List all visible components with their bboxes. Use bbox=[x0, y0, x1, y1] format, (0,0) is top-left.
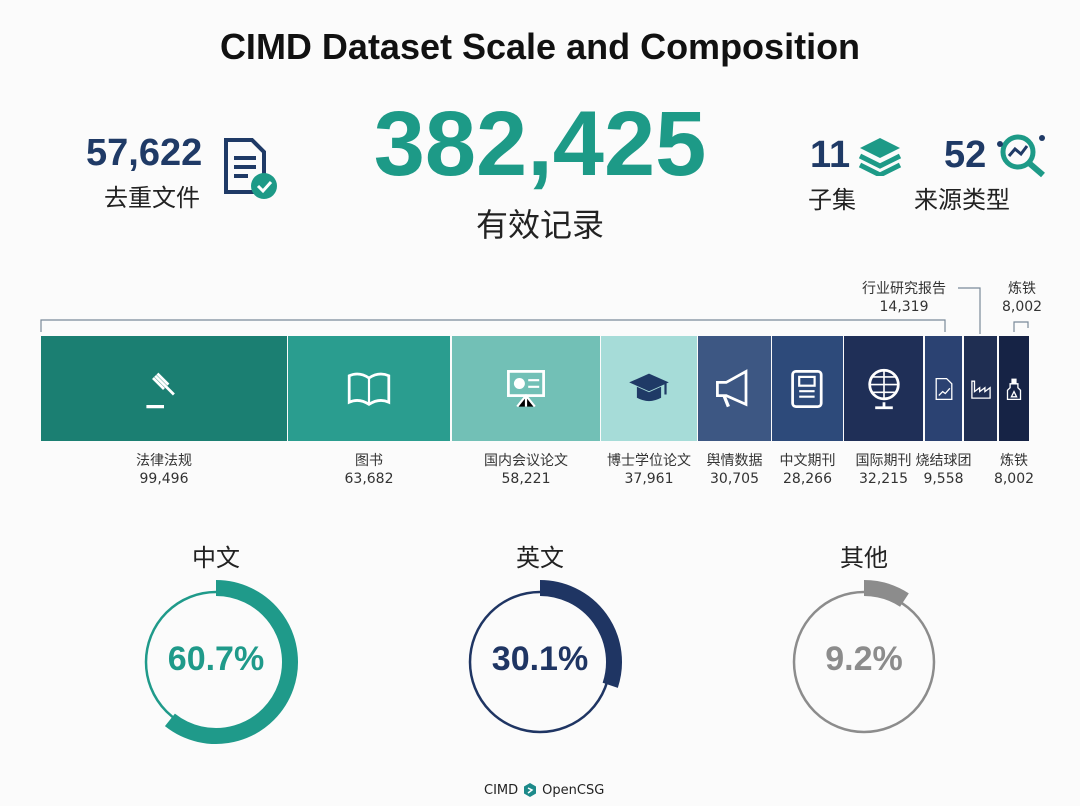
segment-name: 国际期刊 bbox=[855, 453, 912, 469]
megaphone-icon bbox=[715, 368, 747, 407]
segment-name: 中文期刊 bbox=[779, 453, 836, 469]
segment-name: 国内会议论文 bbox=[484, 453, 568, 469]
journal-icon bbox=[790, 369, 823, 408]
open-book-icon bbox=[347, 372, 391, 406]
globe-icon bbox=[867, 368, 900, 409]
ring-arc bbox=[539, 580, 622, 688]
gavel-icon bbox=[146, 372, 175, 408]
bar-segment bbox=[844, 336, 923, 441]
segment-value: 63,682 bbox=[344, 471, 394, 487]
bar-segment bbox=[964, 336, 997, 441]
ring-arc bbox=[164, 580, 298, 744]
ring-title-english: 英文 bbox=[516, 544, 564, 572]
furnace-icon bbox=[1006, 378, 1022, 400]
footer-opencsg: OpenCSG bbox=[542, 782, 605, 798]
factory-icon bbox=[970, 380, 991, 399]
page-title: CIMD Dataset Scale and Composition bbox=[219, 26, 861, 67]
segment-label: 国内会议论文 58,221 bbox=[484, 452, 568, 488]
segment-label: 国际期刊 32,215 bbox=[856, 452, 912, 488]
segment-label: 舆情数据 30,705 bbox=[707, 452, 763, 488]
bar-segment bbox=[41, 336, 287, 441]
segment-name: 法律法规 bbox=[136, 453, 192, 469]
segment-label: 炼铁 8,002 bbox=[994, 452, 1034, 488]
bar-segment bbox=[601, 336, 697, 441]
report-chart-icon bbox=[935, 377, 952, 400]
opencsg-logo-icon bbox=[524, 783, 537, 797]
segment-value: 37,961 bbox=[624, 471, 674, 487]
segment-label: 图书 63,682 bbox=[345, 452, 394, 488]
graduation-cap-icon bbox=[629, 373, 669, 401]
ring-title-other: 其他 bbox=[840, 544, 888, 572]
segment-value: 30,705 bbox=[710, 471, 759, 487]
segment-value: 28,266 bbox=[783, 471, 832, 487]
segment-value: 32,215 bbox=[859, 471, 908, 487]
total-records-value: 382,425 bbox=[373, 93, 707, 195]
subsets-value: 11 bbox=[810, 134, 851, 176]
segment-name: 博士学位论文 bbox=[607, 453, 691, 469]
presentation-board-icon bbox=[507, 369, 545, 407]
source-types-label: 来源类型 bbox=[914, 186, 1010, 214]
bar-segment bbox=[999, 336, 1029, 441]
dedup-files-label: 去重文件 bbox=[104, 184, 200, 212]
dedup-files-value: 57,622 bbox=[86, 132, 203, 174]
ring-value-english: 30.1% bbox=[491, 640, 589, 678]
ring-title-chinese: 中文 bbox=[192, 544, 240, 572]
segment-value: 99,496 bbox=[139, 471, 189, 487]
bar-segment bbox=[698, 336, 771, 441]
segment-name: 烧结球团 bbox=[915, 453, 972, 469]
bar-segment bbox=[772, 336, 843, 441]
subsets-label: 子集 bbox=[808, 186, 856, 214]
segment-name: 舆情数据 bbox=[706, 453, 763, 469]
callout-label-ironmaking: 炼铁 8,002 bbox=[1002, 281, 1043, 315]
segment-name: 炼铁 bbox=[1000, 453, 1028, 469]
segment-value: 8,002 bbox=[993, 471, 1035, 487]
segment-label: 博士学位论文 37,961 bbox=[607, 452, 691, 488]
callout-lines bbox=[40, 287, 1029, 334]
layers-icon bbox=[858, 138, 902, 176]
segment-name: 图书 bbox=[355, 453, 383, 469]
bar-segment bbox=[452, 336, 600, 441]
language-rings bbox=[144, 580, 936, 744]
segment-label: 中文期刊 28,266 bbox=[780, 452, 836, 488]
callout-label-industry-report: 行业研究报告 14,319 bbox=[862, 281, 946, 315]
footer-logo: CIMD OpenCSG bbox=[484, 782, 604, 798]
source-types-value: 52 bbox=[944, 134, 987, 176]
footer-cimd: CIMD bbox=[484, 782, 519, 798]
segment-value: 58,221 bbox=[501, 471, 551, 487]
document-check-icon bbox=[224, 138, 277, 199]
bar-segment bbox=[288, 336, 450, 441]
total-records-label: 有效记录 bbox=[475, 206, 604, 244]
search-analytics-icon bbox=[997, 134, 1045, 178]
bar-segment bbox=[925, 336, 962, 441]
ring-value-chinese: 60.7% bbox=[167, 640, 265, 678]
segment-label: 烧结球团 9,558 bbox=[916, 452, 972, 488]
ring-arc bbox=[863, 580, 909, 607]
ring-value-other: 9.2% bbox=[825, 640, 903, 678]
segment-label: 法律法规 99,496 bbox=[136, 452, 192, 488]
segment-value: 9,558 bbox=[923, 471, 964, 487]
